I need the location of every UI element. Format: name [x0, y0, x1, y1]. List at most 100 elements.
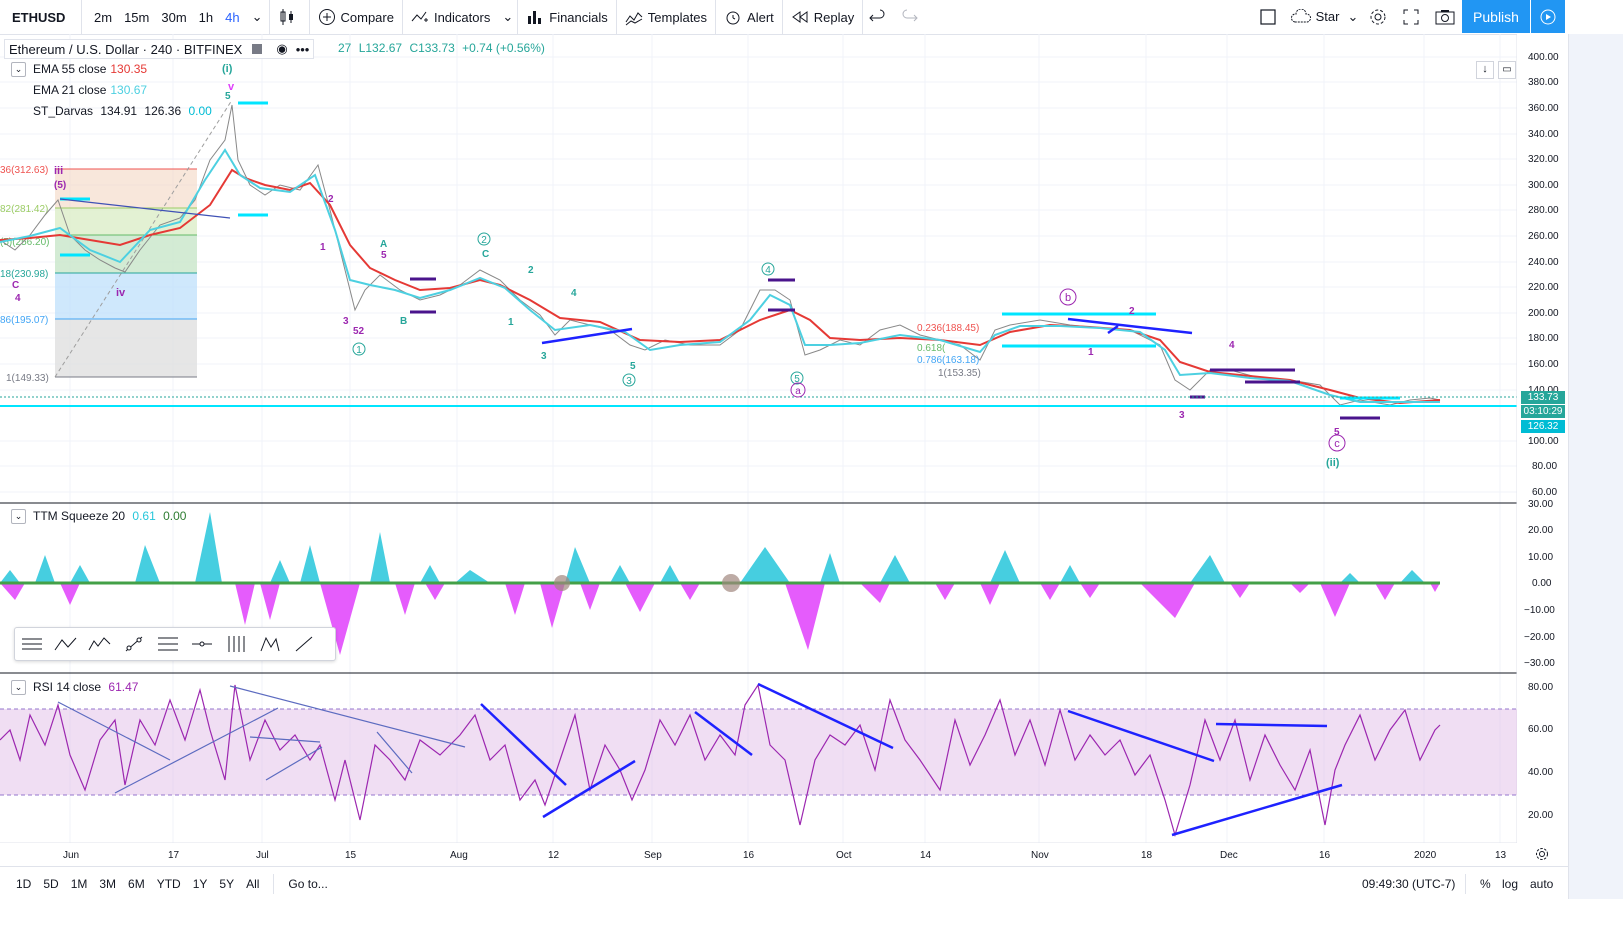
interval-4h[interactable]: 4h — [225, 9, 240, 25]
range-1y[interactable]: 1Y — [192, 876, 208, 891]
symbol-legend[interactable]: Ethereum / U.S. Dollar · 240 · BITFINEX … — [4, 39, 315, 59]
rsi-trendlines-thin — [57, 685, 466, 794]
svg-text:a: a — [795, 386, 801, 397]
percent-toggle[interactable]: % — [1480, 876, 1491, 891]
range-ytd[interactable]: YTD — [156, 876, 181, 891]
svg-text:2: 2 — [481, 235, 487, 246]
settings-button[interactable] — [1365, 0, 1391, 33]
time-axis[interactable] — [0, 844, 1517, 866]
ttm-tick: 20.00 — [1528, 525, 1554, 536]
more-icon[interactable]: ••• — [295, 41, 310, 57]
gear-icon — [1536, 848, 1548, 860]
wave-label: (5) — [54, 180, 66, 191]
drawing-tool-horizontal[interactable] — [185, 628, 219, 660]
current-price-tag: 133.73 — [1521, 391, 1565, 404]
interval-30m[interactable]: 30m — [161, 9, 187, 25]
svg-text:4: 4 — [765, 265, 771, 276]
ttm-tick: −20.00 — [1524, 632, 1555, 643]
range-1d[interactable]: 1D — [16, 876, 32, 891]
financials-label: Financials — [549, 9, 608, 25]
publish-play-button[interactable] — [1531, 0, 1565, 33]
undo-icon — [869, 9, 885, 22]
horizontal-line-icon — [192, 641, 212, 647]
snapshot-button[interactable] — [1432, 0, 1458, 33]
ema21-legend[interactable]: EMA 21 close 130.67 — [33, 83, 148, 97]
ema55-legend[interactable]: EMA 55 close 130.35 — [33, 62, 148, 76]
price-tick: 400.00 — [1528, 52, 1559, 63]
rsi-collapse-button[interactable]: ⌄ — [11, 680, 26, 695]
drawing-tool-lines[interactable] — [15, 628, 49, 660]
drawing-tool-12345[interactable] — [83, 628, 117, 660]
interval-15m[interactable]: 15m — [124, 9, 150, 25]
range-5d[interactable]: 5D — [43, 876, 59, 891]
rsi-legend[interactable]: RSI 14 close 61.47 — [33, 680, 139, 694]
svg-text:1: 1 — [356, 345, 362, 356]
eye-icon[interactable]: ◉ — [276, 41, 288, 56]
darvas-dark-bars — [410, 277, 1380, 420]
range-all[interactable]: All — [246, 876, 260, 891]
indicators-button[interactable]: Indicators — [403, 0, 498, 34]
interval-1h[interactable]: 1h — [198, 9, 214, 25]
replay-button[interactable]: Replay — [783, 0, 862, 34]
alert-button[interactable]: Alert — [716, 0, 782, 34]
price-series — [0, 104, 1441, 406]
chevron-down-icon: ⌄ — [502, 9, 514, 24]
time-tick: Oct — [836, 850, 852, 861]
range-3m[interactable]: 3M — [99, 876, 117, 891]
compare-button[interactable]: Compare — [310, 0, 402, 34]
templates-button[interactable]: Templates — [617, 0, 715, 34]
range-5y[interactable]: 5Y — [219, 876, 235, 891]
drawing-tool-abc[interactable] — [49, 628, 83, 660]
svg-text:3: 3 — [626, 376, 632, 387]
price-tick: 140.00 — [1528, 385, 1559, 396]
log-toggle[interactable]: log — [1502, 876, 1519, 891]
redo-button[interactable] — [896, 0, 929, 34]
symbol-title: Ethereum / U.S. Dollar · 240 · BITFINEX — [9, 41, 243, 57]
ttm-collapse-button[interactable]: ⌄ — [11, 509, 26, 524]
chart-canvas[interactable]: 36(312.63) 82(281.42) (5)(256.20) 18(230… — [0, 34, 1568, 843]
rectangle-select-button[interactable] — [1255, 0, 1281, 33]
rsi-tick: 40.00 — [1528, 767, 1554, 778]
drawing-tool-trendline[interactable] — [117, 628, 151, 660]
alert-icon — [726, 11, 740, 25]
fullscreen-button[interactable] — [1398, 0, 1424, 33]
drawing-tool-vertical[interactable] — [219, 628, 253, 660]
fib-icon — [158, 637, 178, 651]
undo-button[interactable] — [863, 0, 896, 34]
auto-toggle[interactable]: auto — [1530, 876, 1554, 891]
indicators-dropdown[interactable]: ⌄ — [498, 0, 517, 34]
drawing-tool-pattern[interactable] — [253, 628, 287, 660]
ttm-histogram — [0, 512, 1440, 655]
time-tick: 17 — [168, 850, 180, 861]
symbol-search[interactable]: ETHUSD — [0, 0, 82, 34]
layout-button[interactable]: Star ⌄ — [1289, 0, 1359, 33]
chart-settings-button[interactable] — [1535, 847, 1549, 864]
fib-retracement[interactable] — [54, 99, 233, 378]
time-tick: Dec — [1220, 850, 1238, 861]
impulse-wave-icon — [88, 637, 111, 651]
interval-2m[interactable]: 2m — [94, 9, 113, 25]
clock[interactable]: 09:49:30 (UTC-7) — [1362, 876, 1456, 891]
interval-dropdown[interactable]: ⌄ — [246, 0, 269, 34]
wave-label: A — [380, 239, 387, 250]
legend-collapse-button[interactable]: ⌄ — [11, 62, 26, 77]
move-pane-down-button[interactable]: ↓ — [1476, 61, 1494, 79]
publish-button[interactable]: Publish — [1462, 0, 1530, 33]
replay-icon — [791, 11, 808, 23]
ttm-tick: 30.00 — [1528, 499, 1554, 510]
price-axis[interactable] — [1517, 34, 1568, 843]
goto-button[interactable]: Go to... — [288, 876, 328, 891]
ttm-legend[interactable]: TTM Squeeze 20 0.61 0.00 — [33, 509, 187, 523]
range-6m[interactable]: 6M — [128, 876, 145, 891]
darvas-legend[interactable]: ST_Darvas 134.91 126.36 0.00 — [33, 104, 212, 118]
financials-button[interactable]: Financials — [518, 0, 616, 34]
camera-icon — [1435, 9, 1455, 24]
maximize-pane-button[interactable]: ▭ — [1498, 61, 1516, 79]
legend-hide-square[interactable] — [252, 44, 263, 54]
chart-type-button[interactable] — [270, 0, 309, 34]
range-1m[interactable]: 1M — [70, 876, 88, 891]
drawing-tool-fib[interactable] — [151, 628, 185, 660]
templates-label: Templates — [647, 9, 708, 25]
drawing-tool-ray[interactable] — [287, 628, 321, 660]
layout-name: Star — [1315, 9, 1340, 24]
